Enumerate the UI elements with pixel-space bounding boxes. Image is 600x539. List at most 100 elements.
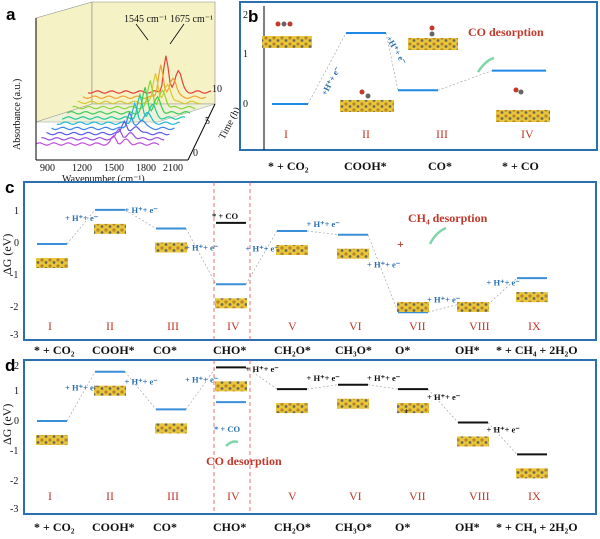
species-panel_c: * + CO₂ — [34, 343, 75, 357]
b-roman-0: I — [284, 127, 288, 141]
panel-c-ylabel: ΔG (eV) — [0, 234, 14, 275]
step-label-panel_d: + H⁺+ e⁻ — [246, 364, 280, 374]
step-label-panel_c: + H⁺+ e⁻ — [487, 277, 521, 287]
b-species-3: * + CO — [502, 159, 539, 173]
c-tick-1: 1 — [14, 206, 19, 217]
spectrum-line — [87, 55, 212, 94]
d-step-labels: + H⁺+ e⁻ + H⁺+ e⁻ + H⁺+ e⁻ + H⁺+ e⁻ + H⁺+ e⁻… — [65, 364, 520, 434]
ztick-0: 0 — [193, 148, 198, 159]
ztick-1: 5 — [205, 116, 210, 127]
b-levels — [272, 31, 546, 105]
panel-a: a 1545 cm⁻¹ 1675 cm⁻¹ Absorbance (a.u.) … — [6, 1, 243, 185]
c-roman-labels: I II III IV V VI VII VIII IX — [48, 319, 541, 333]
d-desorption-arrow-icon — [225, 440, 239, 447]
species-panel_d: * + CH₄ + 2H₂O — [496, 520, 578, 534]
slab-panel_d — [457, 436, 489, 447]
species-panel_c: CHO* — [213, 343, 246, 357]
c-levels — [37, 208, 547, 314]
c-species-labels: * + CO₂ COOH* CO* CHO* CH₂O* CH₃O* O* OH* * + CH… — [34, 343, 578, 357]
c-desorption-label: CH₄ desorption — [408, 211, 488, 225]
c-tick-m2: -2 — [10, 302, 18, 313]
species-panel_c: * + CH₄ + 2H₂O — [496, 343, 578, 357]
step-label-panel_d: + H⁺+ e⁻ — [487, 424, 521, 434]
slab-panel_c — [457, 302, 489, 312]
roman-panel_d: III — [167, 489, 179, 503]
b-free-co-c — [518, 89, 524, 95]
slab-panel_c — [397, 302, 429, 312]
step-label-panel_c: + H⁺+ e⁻ — [246, 244, 280, 254]
roman-panel_c: IV — [227, 319, 240, 333]
panel-b-label: b — [248, 7, 258, 26]
step-label-panel_d: + H⁺+ e⁻ — [185, 374, 219, 384]
d-levels — [37, 366, 547, 456]
b-tick-0: 0 — [243, 99, 248, 110]
step-label-panel_c: + H⁺+ e⁻ — [307, 219, 341, 229]
b-co2-c — [281, 21, 287, 27]
step-label-panel_d: + H⁺+ e⁻ — [427, 392, 461, 402]
species-panel_c: OH* — [455, 343, 480, 357]
slab-panel_c — [155, 242, 187, 253]
slab-panel_d — [516, 468, 548, 479]
roman-panel_d: IV — [227, 489, 240, 503]
b-connector — [437, 70, 493, 91]
slab-panel_d — [155, 423, 187, 434]
panel-b: b 2 1 0 +H⁺+ e⁻ +H⁺+ e⁻ CO desorption I … — [239, 1, 598, 173]
peak2-pointer — [169, 23, 185, 45]
panel-b-frame — [239, 1, 598, 151]
species-panel_d: CH₃O* — [335, 520, 372, 534]
connector-panel_d — [185, 367, 217, 410]
b-desorption-label: CO desorption — [468, 25, 544, 39]
species-panel_d: CO* — [153, 520, 177, 534]
xtick-1: 1200 — [72, 163, 92, 174]
b-species-0: * + CO₂ — [268, 159, 309, 173]
connector-panel_d — [427, 388, 459, 423]
c-plus-icon: + — [397, 237, 404, 251]
b-species-2: CO* — [428, 159, 452, 173]
d-tick-m1: -1 — [10, 446, 18, 457]
slab-panel_d — [397, 403, 429, 414]
panel-d: d ΔG (eV) 2 1 0 -1 -2 -3 * + CO CO desor… — [0, 356, 597, 534]
roman-panel_d: V — [288, 489, 297, 503]
step-label-panel_c: + H⁺+ e⁻ — [65, 213, 99, 223]
spectrum-line — [41, 127, 165, 141]
c-co-label: * + CO — [212, 211, 238, 221]
slab-panel_c — [215, 298, 247, 309]
c-tick-0: 0 — [14, 238, 19, 249]
roman-panel_d: I — [48, 489, 52, 503]
connector-panel_d — [124, 371, 157, 410]
species-panel_c: O* — [395, 343, 410, 357]
spectrum-line — [61, 92, 186, 120]
roman-panel_c: III — [167, 319, 179, 333]
connector-panel_c — [367, 234, 399, 313]
b-slab-4 — [496, 110, 550, 122]
b-roman-3: IV — [521, 127, 534, 141]
d-slabs — [36, 381, 548, 479]
b-cooh-c — [365, 93, 371, 99]
species-panel_d: O* — [395, 520, 410, 534]
slab-panel_c — [36, 258, 68, 268]
connector-panel_d — [487, 422, 518, 455]
slab-panel_d — [36, 435, 68, 445]
spectrum-line — [56, 101, 180, 126]
panel-d-label: d — [5, 356, 15, 375]
spectrum-line — [77, 73, 201, 105]
b-co2-o1 — [275, 21, 281, 27]
step-label-panel_d: + H⁺+ e⁻ — [307, 373, 341, 383]
step-label-panel_c: + H⁺+ e⁻ — [125, 205, 159, 215]
connector-panel_d — [367, 384, 399, 390]
d-ticks: 2 1 0 -1 -2 -3 — [10, 361, 19, 515]
species-panel_d: COOH* — [92, 520, 135, 534]
roman-panel_c: VII — [409, 319, 426, 333]
roman-panel_c: VI — [349, 319, 362, 333]
connector-panel_c — [306, 230, 339, 235]
xtick-0: 900 — [40, 163, 55, 174]
step-label-panel_c: + H⁺+ e⁻ — [367, 259, 401, 269]
panel-c-frame — [23, 181, 597, 341]
d-tick-2: 2 — [14, 361, 19, 372]
slab-panel_c — [516, 292, 548, 303]
d-plus-icon: + — [404, 406, 409, 416]
roman-panel_c: II — [106, 319, 114, 333]
slab-panel_d — [215, 381, 247, 392]
b-connector — [385, 32, 399, 91]
roman-panel_d: VI — [349, 489, 362, 503]
